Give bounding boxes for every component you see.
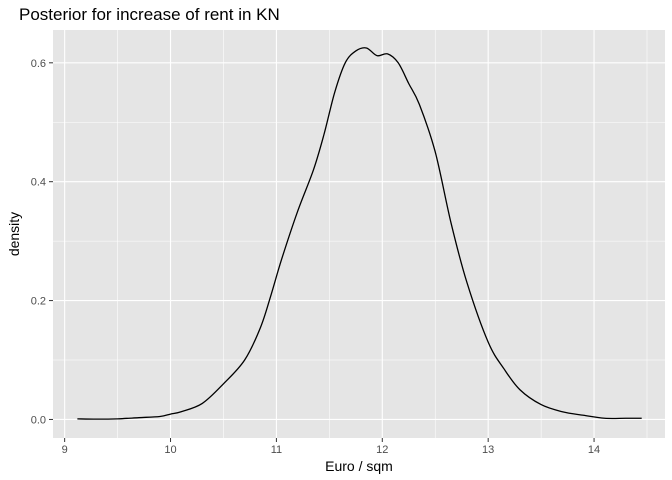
x-tick-label: 11 [271, 444, 282, 456]
x-axis-ticks: 9 10 11 12 13 14 [62, 438, 600, 456]
y-tick-label: 0.2 [31, 296, 46, 308]
minor-gridlines [53, 30, 665, 438]
y-tick-label: 0.4 [31, 177, 46, 189]
y-axis-ticks: 0.0 0.2 0.4 0.6 [31, 58, 53, 426]
y-axis-title: density [6, 212, 22, 256]
x-tick-label: 9 [62, 444, 68, 456]
x-tick-label: 10 [164, 444, 176, 456]
chart-title: Posterior for increase of rent in KN [19, 5, 280, 24]
y-tick-label: 0.6 [31, 58, 46, 70]
x-axis-title: Euro / sqm [325, 458, 393, 474]
major-gridlines [53, 30, 665, 438]
x-tick-label: 14 [588, 444, 600, 456]
plot-panel [53, 30, 665, 438]
y-tick-label: 0.0 [31, 414, 46, 426]
density-curve [77, 47, 642, 420]
x-tick-label: 12 [376, 444, 388, 456]
x-tick-label: 13 [482, 444, 494, 456]
